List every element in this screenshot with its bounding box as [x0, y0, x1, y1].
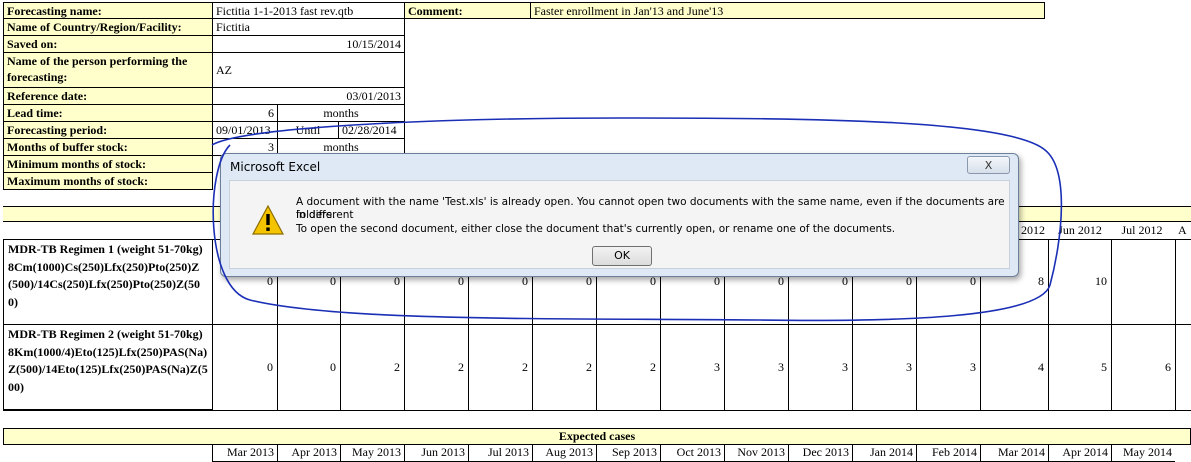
regimen-2-value-cell: 4 — [1038, 360, 1044, 374]
regimen-2-name: MDR-TB Regimen 2 (weight 51-70kg) 8Km(10… — [3, 324, 213, 410]
grid-vline — [1048, 239, 1049, 411]
grid-vline — [980, 239, 981, 411]
dialog-body: A document with the name 'Test.xls' is a… — [229, 180, 1010, 269]
grid-vline — [788, 239, 789, 411]
min-stock-label: Minimum months of stock: — [3, 155, 213, 173]
expected-month-cell: Apr 2013 — [277, 444, 340, 462]
lead-time-value[interactable]: 6 — [212, 104, 278, 122]
expected-month-cell: Oct 2013 — [660, 444, 724, 462]
month-header-cell: A — [1178, 223, 1187, 237]
dialog-title: Microsoft Excel — [230, 160, 321, 174]
grid-hline — [3, 410, 1191, 411]
country-label: Name of Country/Region/Facility: — [3, 18, 213, 36]
dialog-message-line-2: folders. — [296, 209, 336, 221]
dialog-message-line-3: To open the second document, either clos… — [296, 223, 896, 235]
forecasting-period-label: Forecasting period: — [3, 121, 213, 139]
lead-time-label: Lead time: — [3, 104, 213, 122]
month-header-cell: 2012 — [1021, 223, 1045, 237]
regimen-2-value-cell: 3 — [714, 360, 720, 374]
grid-vline — [404, 239, 405, 411]
regimen-2-value-cell: 3 — [970, 360, 976, 374]
grid-vline — [532, 239, 533, 411]
grid-vline — [277, 239, 278, 411]
regimen-2-value-cell: 2 — [522, 360, 528, 374]
saved-on-value[interactable]: 10/15/2014 — [212, 35, 405, 53]
saved-on-label: Saved on: — [3, 35, 213, 53]
expected-month-cell: Jul 2013 — [468, 444, 532, 462]
forecasting-name-label: Forecasting name: — [3, 2, 213, 19]
grid-vline — [724, 239, 725, 411]
regimen-2-value-cell: 2 — [458, 360, 464, 374]
grid-vline — [596, 239, 597, 411]
period-end-value[interactable]: 02/28/2014 — [338, 121, 405, 139]
expected-cases-title: Expected cases — [3, 428, 1191, 445]
grid-vline — [660, 239, 661, 411]
person-value[interactable]: AZ — [212, 52, 405, 88]
period-until-label: Until — [277, 121, 339, 139]
expected-month-cell: Aug 2013 — [532, 444, 596, 462]
grid-vline — [468, 239, 469, 411]
reference-date-value[interactable]: 03/01/2013 — [212, 87, 405, 105]
regimen-2-value-cell: 0 — [330, 360, 336, 374]
grid-vline — [340, 239, 341, 411]
regimen-2-value-cell: 2 — [586, 360, 592, 374]
grid-vline — [1111, 239, 1112, 411]
comment-label: Comment: — [404, 2, 531, 19]
period-start-value[interactable]: 09/01/2013 — [212, 121, 278, 139]
expected-month-cell: Sep 2013 — [596, 444, 660, 462]
grid-vline — [212, 239, 213, 411]
reference-date-label: Reference date: — [3, 87, 213, 105]
expected-month-cell: May 2013 — [340, 444, 404, 462]
lead-time-unit: months — [277, 104, 405, 122]
country-value[interactable]: Fictitia — [212, 18, 405, 36]
person-label: Name of the person performing the foreca… — [3, 52, 213, 88]
month-header-cell: Jul 2012 — [1121, 223, 1163, 237]
warning-icon — [251, 204, 285, 235]
ok-button[interactable]: OK — [592, 246, 652, 266]
expected-month-cell: Jan 2014 — [852, 444, 916, 462]
grid-vline — [916, 239, 917, 411]
comment-value[interactable]: Faster enrollment in Jan'13 and June'13 — [530, 2, 1045, 19]
expected-month-cell: Feb 2014 — [916, 444, 980, 462]
forecasting-name-value[interactable]: Fictitia 1-1-2013 fast rev.qtb — [212, 2, 405, 19]
expected-month-cell: Mar 2014 — [980, 444, 1048, 462]
excel-dialog: Microsoft Excel X A document with the na… — [220, 153, 1019, 277]
expected-month-cell: May 2014 — [1111, 444, 1175, 462]
grid-vline — [1175, 239, 1176, 411]
regimen-2-value-cell: 3 — [842, 360, 848, 374]
regimen-1-value-cell: 10 — [1095, 274, 1107, 288]
regimen-1-name: MDR-TB Regimen 1 (weight 51-70kg) 8Cm(10… — [3, 239, 213, 325]
expected-month-cell: Nov 2013 — [724, 444, 788, 462]
close-icon: X — [984, 159, 993, 172]
expected-month-cell: Dec 2013 — [788, 444, 852, 462]
regimen-2-value-cell: 2 — [650, 360, 656, 374]
expected-month-cell: Mar 2013 — [212, 444, 277, 462]
month-header-cell: Jun 2012 — [1058, 223, 1102, 237]
regimen-2-value-cell: 3 — [906, 360, 912, 374]
expected-month-cell: Apr 2014 — [1048, 444, 1111, 462]
grid-vline — [852, 239, 853, 411]
buffer-stock-label: Months of buffer stock: — [3, 138, 213, 156]
regimen-2-value-cell: 5 — [1101, 360, 1107, 374]
regimen-2-value-cell: 0 — [267, 360, 273, 374]
grid-hline — [3, 324, 1191, 325]
regimen-2-value-cell: 3 — [778, 360, 784, 374]
regimen-2-value-cell: 2 — [394, 360, 400, 374]
close-button[interactable]: X — [967, 156, 1010, 174]
regimen-2-value-cell: 6 — [1165, 360, 1171, 374]
max-stock-label: Maximum months of stock: — [3, 172, 213, 190]
expected-month-cell: Jun 2013 — [404, 444, 468, 462]
